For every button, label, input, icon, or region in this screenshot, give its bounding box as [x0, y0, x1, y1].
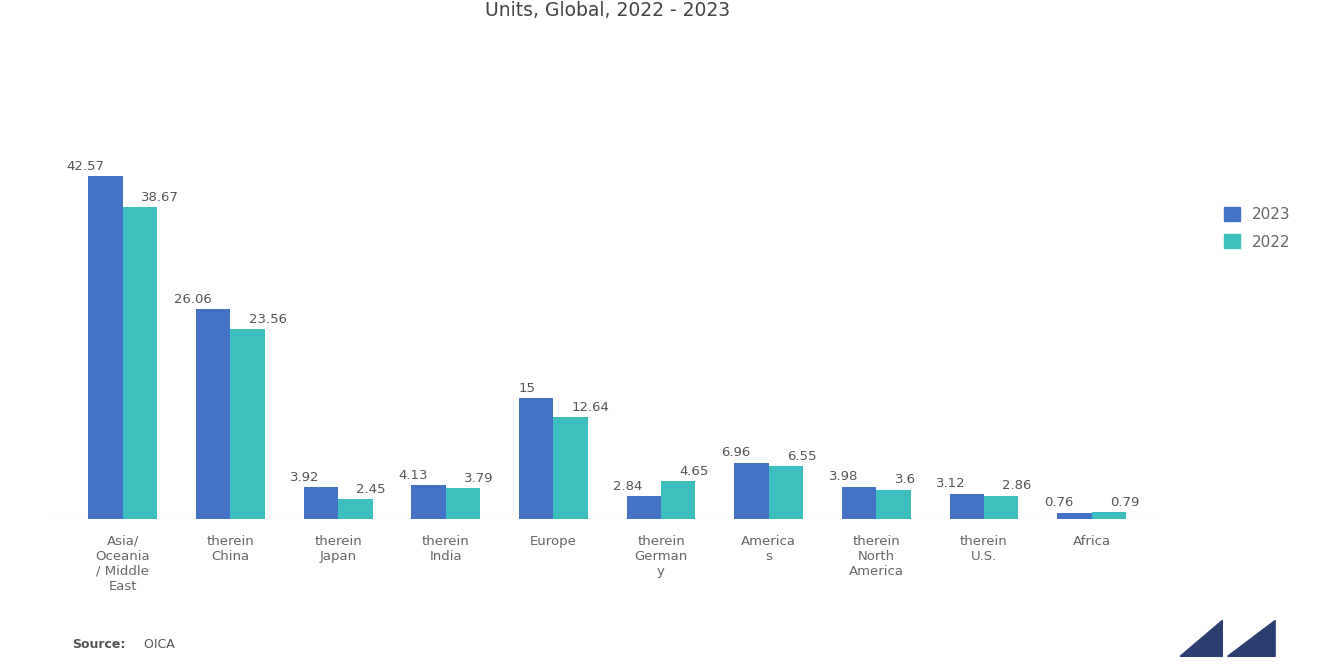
Text: 2.45: 2.45 — [356, 483, 385, 495]
Text: Source:: Source: — [73, 638, 125, 652]
Bar — [231, 329, 265, 519]
Text: 2.84: 2.84 — [614, 479, 643, 493]
Bar — [1057, 513, 1092, 519]
Text: 3.92: 3.92 — [290, 471, 319, 484]
Polygon shape — [1180, 620, 1222, 656]
Bar — [446, 488, 480, 519]
Text: 2.86: 2.86 — [1002, 479, 1032, 493]
Text: 23.56: 23.56 — [248, 313, 286, 326]
Text: 3.79: 3.79 — [465, 472, 494, 485]
Bar — [661, 481, 696, 519]
Bar — [553, 417, 587, 519]
Bar — [734, 463, 768, 519]
Text: OICA: OICA — [136, 638, 174, 652]
Bar — [123, 207, 157, 519]
Text: 38.67: 38.67 — [141, 191, 180, 204]
Legend: 2023, 2022: 2023, 2022 — [1217, 200, 1298, 257]
Text: 12.64: 12.64 — [572, 400, 610, 414]
Text: 4.13: 4.13 — [397, 469, 428, 482]
Bar — [949, 493, 983, 519]
Text: 3.6: 3.6 — [895, 473, 916, 487]
Bar — [983, 495, 1019, 519]
Polygon shape — [1228, 620, 1275, 656]
Bar — [627, 496, 661, 519]
Bar — [195, 309, 231, 519]
Title: Machine Bench Vices Market: Sales of Passenger Cars, By Region, In Million
Units: Machine Bench Vices Market: Sales of Pas… — [253, 0, 961, 21]
Text: 0.76: 0.76 — [1044, 496, 1073, 509]
Text: 15: 15 — [517, 382, 535, 394]
Bar — [519, 398, 553, 519]
Bar — [768, 466, 803, 519]
Text: 6.96: 6.96 — [721, 446, 750, 460]
Text: 4.65: 4.65 — [680, 465, 709, 478]
Bar — [412, 485, 446, 519]
Text: 42.57: 42.57 — [66, 160, 104, 172]
Bar — [876, 489, 911, 519]
Bar — [304, 487, 338, 519]
Text: 3.12: 3.12 — [936, 477, 966, 490]
Bar — [338, 499, 372, 519]
Text: 0.79: 0.79 — [1110, 496, 1139, 509]
Bar — [842, 487, 876, 519]
Text: 3.98: 3.98 — [829, 470, 858, 483]
Text: 6.55: 6.55 — [787, 450, 817, 463]
Text: 26.06: 26.06 — [174, 293, 213, 305]
Bar — [88, 176, 123, 519]
Bar — [1092, 512, 1126, 519]
